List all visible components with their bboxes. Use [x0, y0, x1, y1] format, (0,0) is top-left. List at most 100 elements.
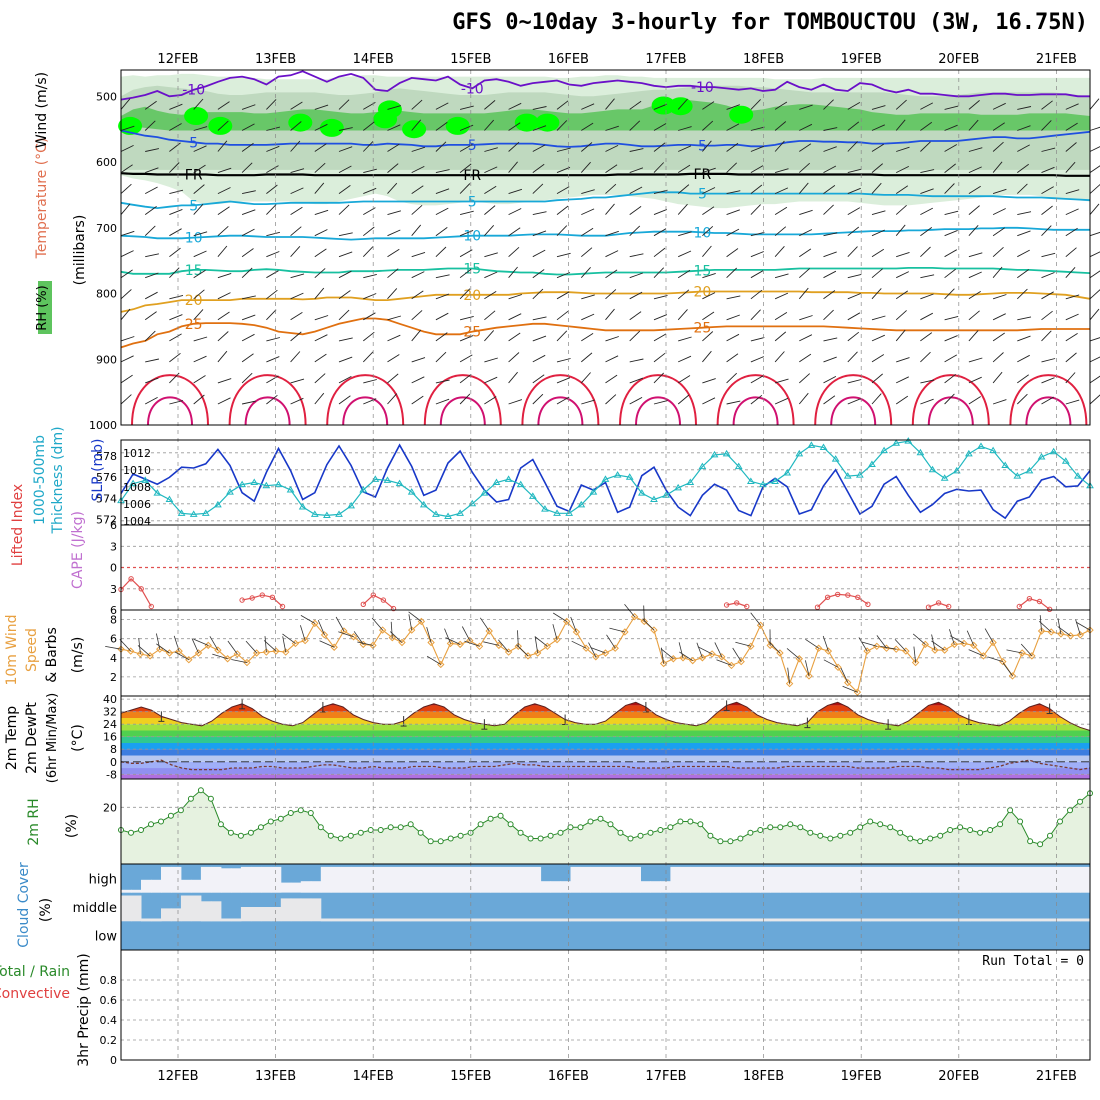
wind-speed-point: [427, 638, 435, 647]
wind-barb: [799, 209, 813, 216]
wind-barb: [1089, 231, 1100, 237]
lifted-index-point: [845, 592, 851, 598]
wind-barb-10m: [461, 626, 471, 641]
cloud-mid-gap: [850, 918, 861, 922]
wind-barb-10m: [245, 640, 257, 654]
rh2m-point: [317, 824, 324, 831]
wind-barb-10m: [193, 638, 209, 646]
wind-barb: [1041, 272, 1055, 279]
rh2m-point: [277, 815, 284, 822]
wind-barb-10m: [588, 642, 597, 657]
wind-barb: [581, 352, 593, 363]
cloud-high-gap: [680, 866, 691, 893]
cloud-mid-gap: [690, 918, 701, 922]
wind-barb: [314, 143, 327, 152]
cloud-high-gap: [240, 866, 252, 893]
wind-barb-10m: [661, 647, 664, 664]
xtick-top: 12FEB: [157, 52, 198, 67]
temp-band: [121, 736, 1090, 743]
wind-barb: [1041, 377, 1055, 384]
cloud-mid-gap: [700, 918, 711, 922]
wind-barb: [605, 289, 617, 300]
wind-barb: [387, 354, 400, 363]
wind-barb: [556, 225, 568, 237]
thickness-point: [177, 509, 186, 516]
cloud-row-label: high: [89, 872, 117, 887]
wind-barb-10m: [643, 605, 645, 622]
wind-speed-point: [776, 649, 784, 657]
cloud-mid-gap: [500, 918, 512, 922]
wind-barb: [677, 164, 691, 173]
wind-barb: [920, 293, 934, 300]
panel-frames: [120, 69, 1091, 1061]
slp-line: [120, 443, 1091, 520]
rh2m-panel: [118, 787, 1093, 864]
isotherm-label: 25: [693, 321, 711, 337]
wind-barb-10m: [390, 631, 403, 643]
wind-barb: [677, 394, 690, 405]
wind-barb: [217, 350, 228, 363]
wind-speed-point: [272, 647, 280, 655]
cloud-mid-gap: [580, 918, 591, 922]
wind10m-panel: [105, 604, 1094, 696]
wind-barb: [387, 248, 400, 258]
thickness-point: [226, 488, 234, 495]
wind-barb: [120, 164, 133, 173]
thickness-point: [916, 448, 925, 456]
wind-barb: [847, 379, 862, 384]
wind-barb: [193, 269, 206, 279]
wind-barb: [580, 161, 591, 173]
cloud-high-gap: [440, 866, 452, 893]
wind-barb: [799, 248, 812, 258]
wind-barb: [459, 210, 474, 216]
wind-barb: [169, 208, 183, 216]
thickness-ytick: 572: [96, 514, 117, 527]
wind-barb: [314, 353, 327, 363]
wind-barb: [290, 292, 304, 300]
slp-ytick: 1008: [123, 481, 151, 494]
wind-barb-10m: [282, 636, 287, 653]
wind-barb: [774, 121, 787, 131]
wind-barb: [217, 167, 232, 174]
cloud-mid-gap: [400, 918, 412, 922]
wind-barb: [992, 161, 1003, 173]
wind-barb: [459, 354, 473, 363]
wind-barb: [629, 186, 643, 194]
cloud-mid-gap: [620, 918, 631, 922]
upper-ytick: 800: [96, 288, 117, 301]
ylabel-wind-b: Speed: [24, 628, 40, 672]
cloud-high-gap: [580, 866, 591, 893]
wind-barb: [411, 290, 424, 300]
cloud-high-gap: [1030, 866, 1041, 893]
cloud-mid-gap: [141, 918, 152, 922]
isotherm-label: 10: [185, 231, 203, 247]
wind-barb: [1017, 106, 1032, 110]
thickness-point: [613, 471, 622, 478]
thickness-point: [504, 475, 513, 482]
ylabel-wind: Wind (m/s): [34, 72, 50, 148]
wind-barb: [871, 105, 886, 110]
wind-barb: [847, 121, 860, 131]
precip-ytick: 0.8: [100, 974, 118, 987]
wind-barb: [678, 231, 692, 237]
wind-barb-10m: [156, 633, 161, 650]
wind-barb: [895, 99, 907, 110]
wind-speed-point: [1028, 652, 1036, 660]
wind-barb: [774, 331, 787, 342]
wind-barb: [774, 312, 788, 321]
wind-barb: [1041, 252, 1056, 258]
wind-barb: [750, 289, 763, 300]
wind-barb: [968, 252, 983, 258]
wind-barb: [532, 316, 547, 321]
cloud-mid-gap: [990, 918, 1001, 922]
wind-barb: [653, 372, 665, 384]
rh2m-point: [187, 795, 194, 802]
wind-barb: [1041, 291, 1054, 300]
cloud-mid-gap: [240, 907, 252, 922]
wind-barb-10m: [464, 640, 480, 647]
wind-barb: [1065, 247, 1077, 258]
wind-barb-10m: [1057, 626, 1071, 637]
wind-barb: [145, 272, 159, 279]
cloud-high-gap: [180, 879, 192, 893]
wind-barb: [629, 253, 644, 258]
